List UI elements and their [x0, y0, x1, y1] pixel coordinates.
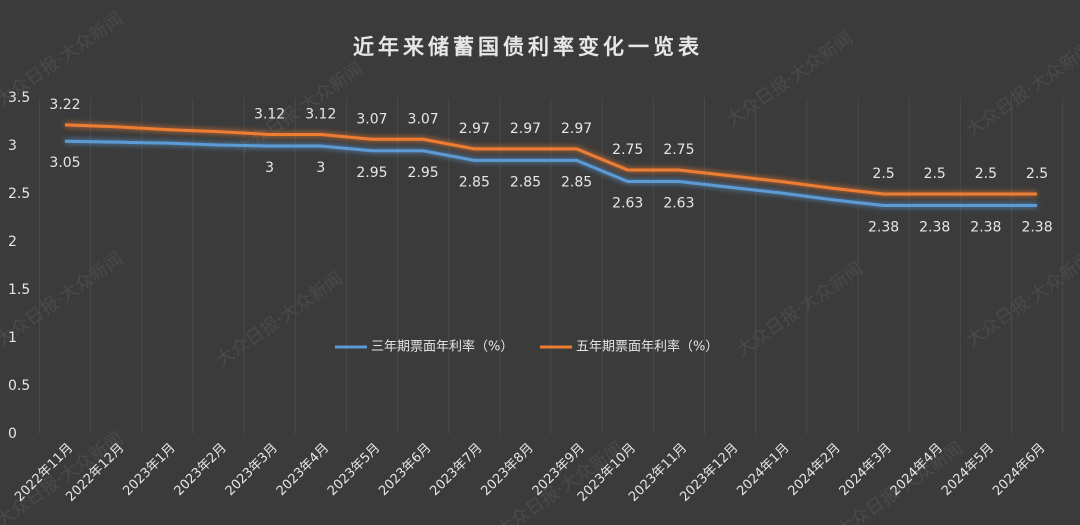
data-label: 2.75 — [612, 142, 643, 158]
data-label: 3 — [265, 160, 274, 176]
data-label: 2.85 — [510, 174, 541, 190]
data-label: 3.07 — [408, 111, 439, 127]
legend-label: 三年期票面年利率（%） — [371, 339, 513, 355]
y-tick-label: 2.5 — [8, 186, 30, 202]
data-label: 2.97 — [459, 121, 490, 137]
data-label: 2.75 — [663, 142, 694, 158]
data-label: 2.5 — [872, 166, 894, 182]
y-tick-label: 1.5 — [8, 282, 30, 298]
y-tick-label: 1 — [8, 330, 17, 346]
data-label: 2.63 — [612, 196, 643, 212]
data-label: 3.07 — [356, 111, 387, 127]
y-tick-label: 3 — [8, 138, 17, 154]
y-tick-label: 3.5 — [8, 90, 30, 106]
data-label: 2.97 — [510, 121, 541, 137]
data-label: 2.5 — [975, 166, 997, 182]
data-label: 2.38 — [868, 220, 899, 236]
data-label: 2.95 — [408, 165, 439, 181]
data-label: 2.85 — [459, 174, 490, 190]
y-tick-label: 0.5 — [8, 378, 30, 394]
chart-title: 近年来储蓄国债利率变化一览表 — [353, 35, 703, 59]
data-label: 2.97 — [561, 121, 592, 137]
data-label: 3.12 — [254, 106, 285, 122]
data-label: 3.12 — [305, 106, 336, 122]
data-label: 2.5 — [924, 166, 946, 182]
data-label: 2.38 — [919, 220, 950, 236]
series-line — [64, 139, 1038, 208]
data-label: 2.38 — [1021, 220, 1052, 236]
legend-label: 五年期票面年利率（%） — [576, 339, 718, 355]
data-label: 3 — [316, 160, 325, 176]
data-label: 2.63 — [663, 196, 694, 212]
data-label: 3.22 — [49, 97, 80, 113]
y-tick-label: 0 — [8, 426, 17, 442]
data-label: 2.95 — [356, 165, 387, 181]
data-label: 2.38 — [970, 220, 1001, 236]
y-tick-label: 2 — [8, 234, 17, 250]
series-line — [64, 123, 1038, 196]
data-label: 2.85 — [561, 174, 592, 190]
data-label: 2.5 — [1026, 166, 1048, 182]
data-label: 3.05 — [49, 155, 80, 171]
